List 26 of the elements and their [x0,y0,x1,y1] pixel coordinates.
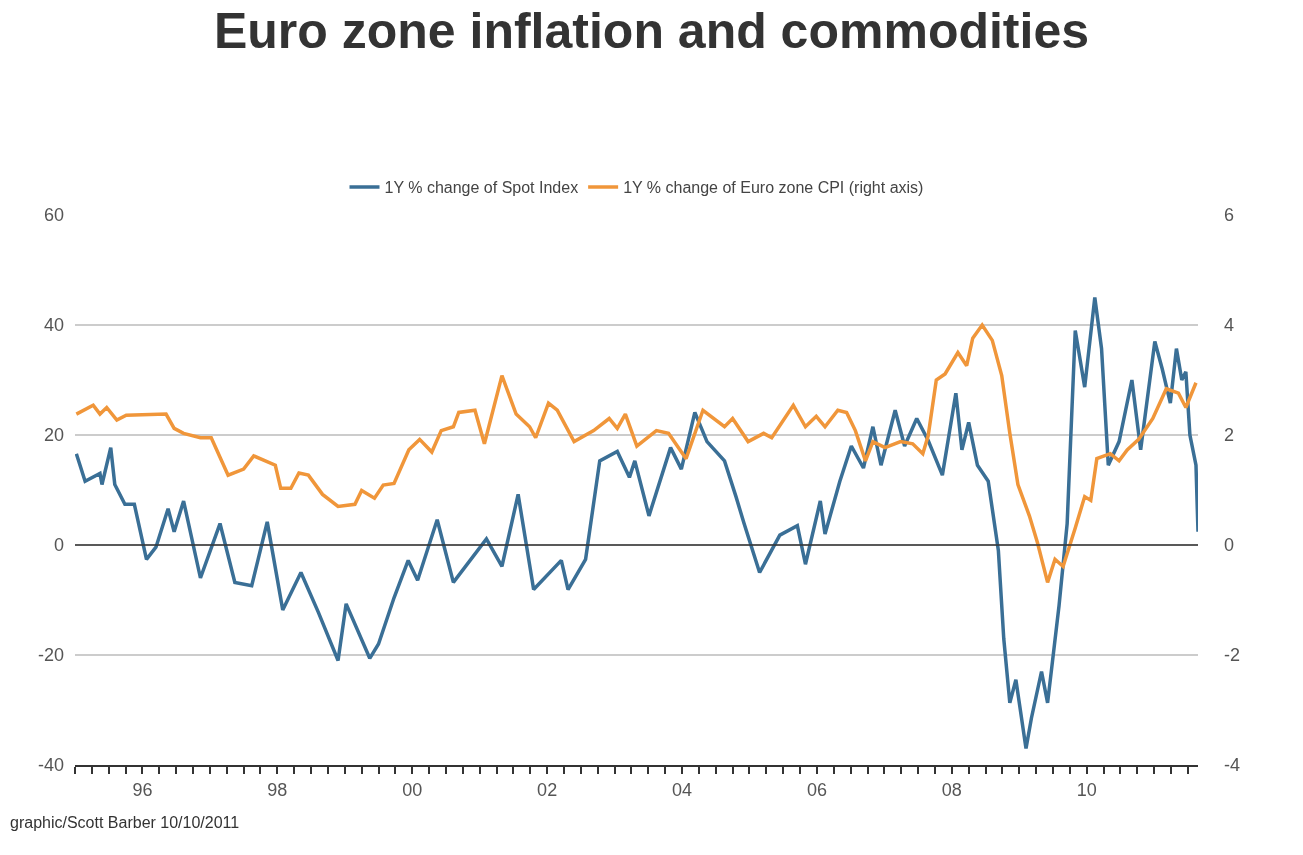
y2-tick-label: 6 [1224,205,1235,226]
y2-tick-label: 4 [1224,315,1235,336]
y2-tick-label: -2 [1224,645,1241,666]
y-tick-label: -20 [37,645,64,666]
y-tick-label: 0 [53,535,64,556]
y-tick-label: 40 [43,315,64,336]
y2-tick-label: 0 [1224,535,1235,556]
y2-tick-label: -4 [1224,755,1241,776]
line-series [75,323,1198,585]
text: graphic/Scott Barber 10/10/2011 [10,814,240,831]
legend-label: 1Y % change of Euro zone CPI (right axis) [623,179,924,197]
x-tick-label: 04 [672,779,693,800]
x-tick-label: 96 [132,779,153,800]
line-series [75,295,1198,751]
x-tick-label: 00 [402,779,423,800]
x-tick-label: 98 [267,779,288,800]
x-tick-label: 06 [806,779,827,800]
y-tick-label: -40 [37,755,64,776]
x-tick-label: 10 [1076,779,1097,800]
x-tick-label: 08 [941,779,962,800]
y2-tick-label: 2 [1224,425,1235,446]
chart-title: Euro zone inflation and commodities [213,2,1090,59]
y-tick-label: 60 [43,205,64,226]
y-tick-label: 20 [43,425,64,446]
legend-label: 1Y % change of Spot Index [384,179,579,197]
x-tick-label: 02 [537,779,558,800]
